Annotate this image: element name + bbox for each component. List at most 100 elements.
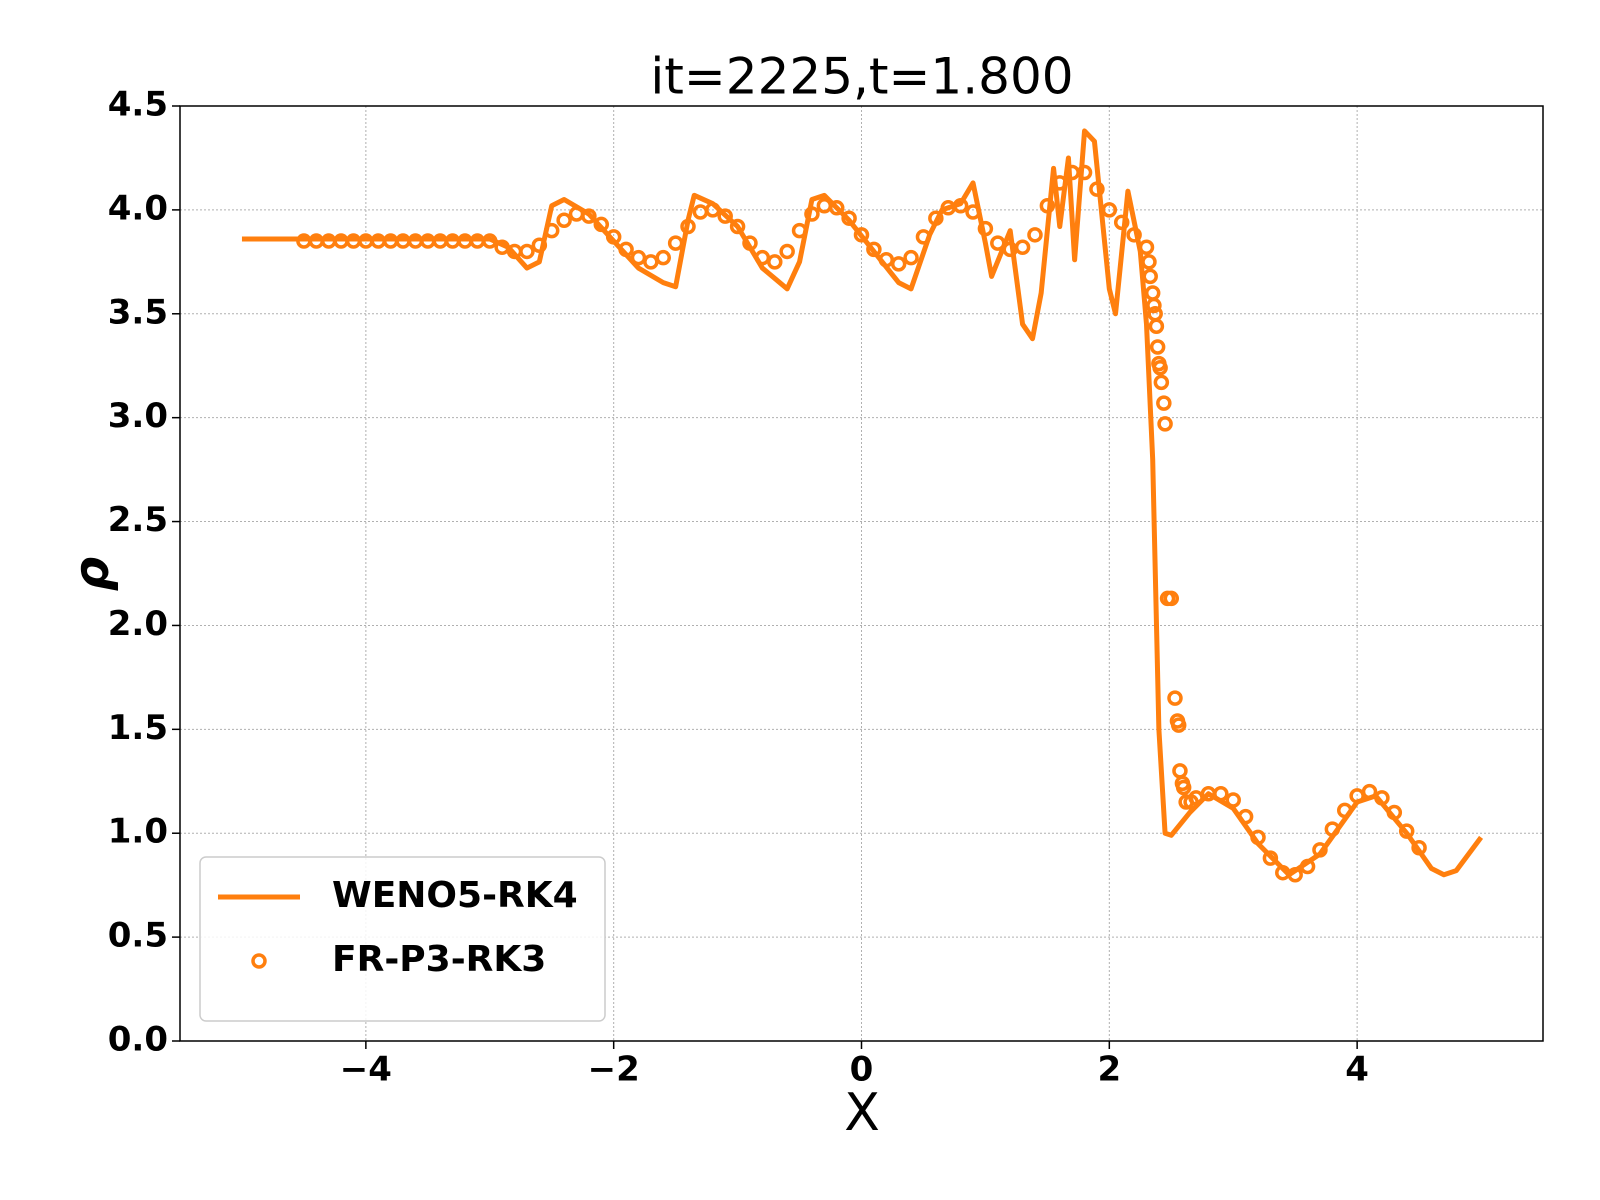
data-point [1312,842,1328,858]
data-point [717,208,733,224]
data-point [965,204,981,220]
plot-frame [179,105,1544,1042]
data-point [903,249,919,266]
data-point [1262,850,1279,866]
data-point [1148,318,1165,334]
data-point [1126,227,1142,243]
data-point [890,256,907,272]
y-tick-label: 2.0 [108,604,168,644]
data-point [1039,197,1056,214]
data-point [643,254,659,270]
data-point [581,208,597,224]
y-tick-label: 1.5 [108,708,168,748]
data-point [952,197,969,214]
data-point [655,249,671,266]
legend-marker [251,953,267,969]
data-point [1142,268,1158,285]
data-point [767,254,783,270]
data-point [1213,785,1229,802]
data-point [1076,164,1093,181]
data-point [1411,840,1427,856]
data-point [692,204,709,220]
data-point [1398,823,1415,839]
x-tick-label: 2 [1097,1050,1121,1090]
data-point [1299,858,1316,875]
data-point [742,235,758,251]
x-tick-label: −4 [340,1050,392,1090]
data-point [593,216,610,233]
legend-label: FR-P3-RK3 [332,939,546,980]
data-point [1027,227,1043,243]
data-point [1336,802,1353,819]
data-point [1089,181,1105,197]
data-point [531,237,548,253]
y-tick-label: 3.0 [108,396,168,436]
data-point [618,241,634,258]
legend-label: WENO5-RK4 [332,875,578,916]
data-point [556,212,572,229]
data-point [1386,804,1403,821]
data-point [841,210,857,226]
data-point [866,241,882,258]
data-point [928,210,944,226]
data-point [1167,690,1183,706]
y-tick-label: 3.5 [108,292,168,332]
y-tick-label: 0.0 [108,1020,168,1060]
data-point [1324,821,1341,837]
data-point [705,202,721,218]
data-point [1250,829,1266,846]
data-point [977,220,994,237]
data-point [1237,808,1254,825]
x-tick-label: −2 [588,1050,640,1090]
data-line [241,128,1484,878]
y-tick-label: 4.5 [108,85,168,125]
data-point [804,206,820,222]
data-point [791,222,808,239]
data-point [915,229,932,245]
data-point [1374,790,1390,806]
data-point [1101,202,1118,218]
data-point [630,249,647,266]
data-point [1014,239,1031,256]
data-point [1153,374,1170,391]
y-tick-label: 1.0 [108,812,168,852]
data-point [1361,783,1378,800]
data-point [1157,416,1173,432]
data-point [1163,590,1180,607]
chart-title: it=2225,t=1.800 [650,48,1073,106]
data-point [1175,779,1192,796]
y-tick-label: 4.0 [108,188,168,228]
y-tick-label: 0.5 [108,916,168,956]
x-axis-label: X [844,1083,880,1143]
data-point [1141,254,1157,270]
x-tick-label: 4 [1345,1050,1369,1090]
data-point [1149,339,1166,355]
data-point [680,218,696,235]
data-point [1146,297,1162,314]
data-point [1225,792,1241,808]
data-point [1138,239,1155,256]
y-axis-label: ρ [64,557,120,591]
data-point [667,235,684,251]
data-point [1152,360,1168,376]
data-point [1170,717,1187,733]
data-point [543,222,560,239]
data-point [1144,285,1161,301]
data-point [1156,395,1172,411]
data-point [828,200,845,216]
data-point [519,243,535,260]
data-point [1113,214,1130,231]
legend-box [199,856,606,1022]
data-point [729,218,746,235]
data-point [990,235,1006,251]
data-point [482,233,498,249]
data-point [853,227,870,243]
data-point [1052,175,1068,191]
data-point [1287,867,1303,883]
data-point [1172,763,1188,779]
data-point [779,243,795,260]
x-tick-label: 0 [850,1050,874,1090]
data-point [605,229,622,245]
y-tick-label: 2.5 [108,500,168,540]
